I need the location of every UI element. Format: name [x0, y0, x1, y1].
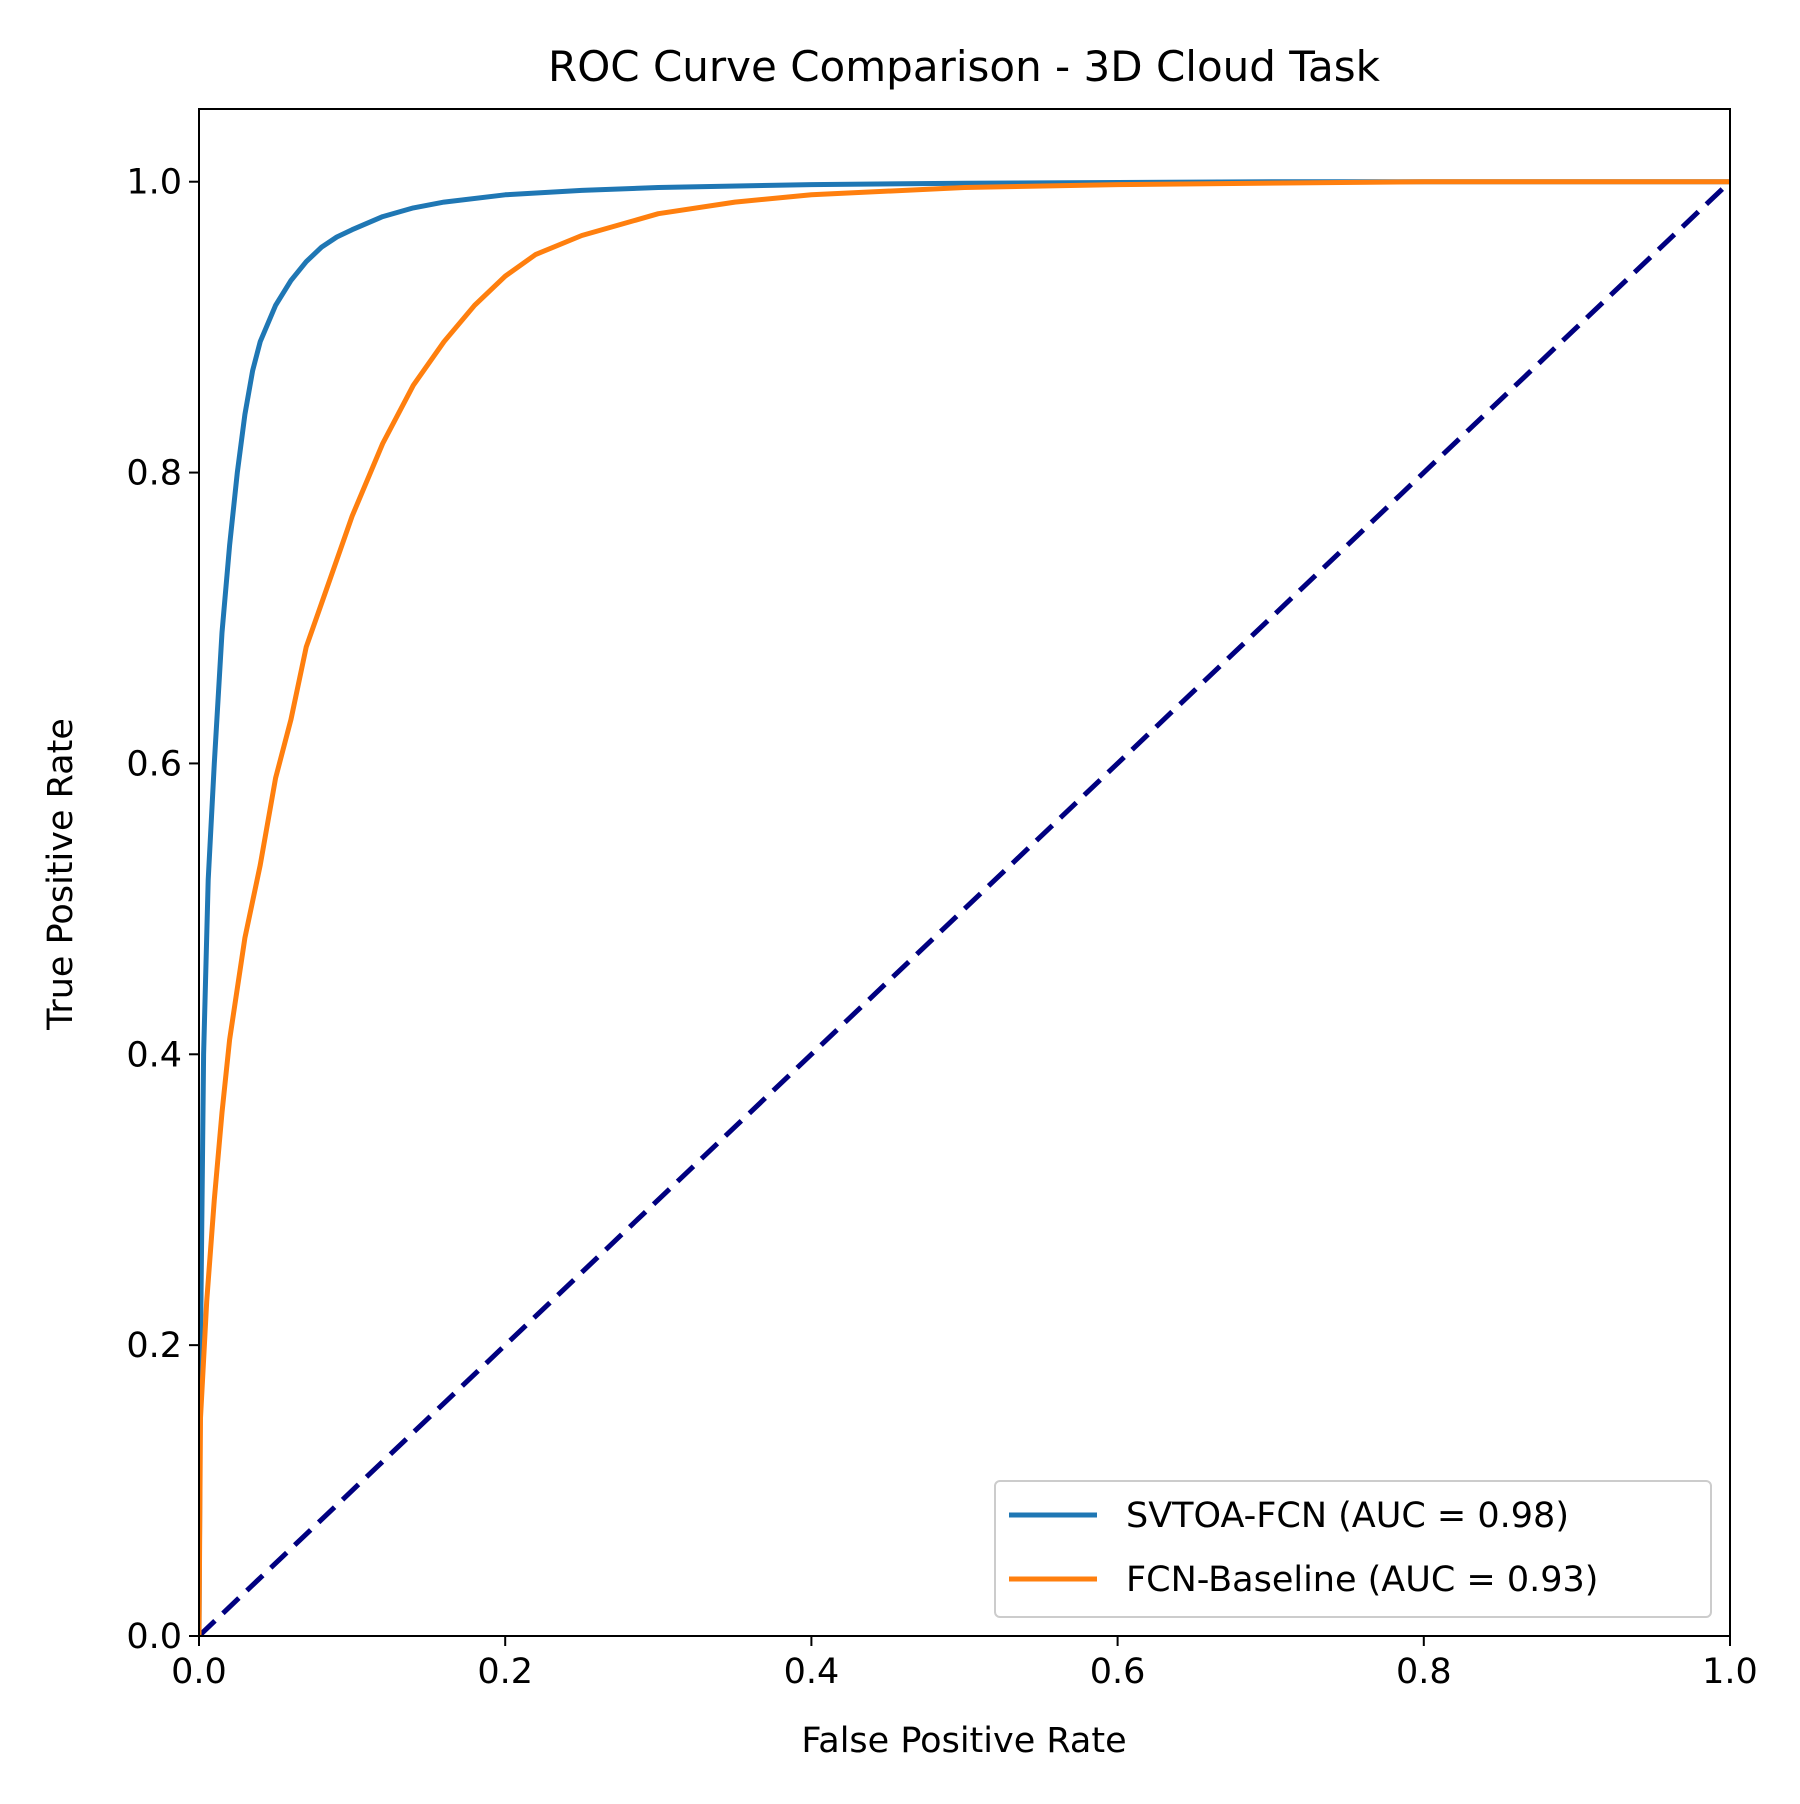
axis-ticks: 0.0 0.2 0.4 0.6 0.8 1.0 0.0 0.2 0.4 0.6 0.8 1.0 [126, 163, 1758, 1692]
y-tick-label: 1.0 [126, 163, 182, 203]
series-line-chance [199, 179, 1730, 1636]
series-line-fcn-baseline [199, 179, 1730, 1636]
x-tick-label: 0.4 [784, 1652, 840, 1692]
y-tick-label: 0.4 [126, 1035, 182, 1075]
legend-box [994, 1480, 1712, 1618]
x-tick-label: 0.2 [477, 1652, 533, 1692]
y-tick-label: 0.0 [126, 1617, 182, 1657]
legend-label: SVTOA-FCN (AUC = 0.98) [1126, 1496, 1569, 1536]
series-line-svtoa-fcn [199, 179, 1730, 1636]
y-tick-label: 0.2 [126, 1326, 182, 1366]
y-tick-label: 0.8 [126, 454, 182, 494]
y-tick-label: 0.6 [126, 744, 182, 784]
legend-label: FCN-Baseline (AUC = 0.93) [1126, 1560, 1598, 1600]
axes-frame [198, 108, 1731, 1637]
x-tick-label: 1.0 [1702, 1652, 1758, 1692]
x-tick-label: 0.6 [1090, 1652, 1146, 1692]
x-tick-label: 0.8 [1396, 1652, 1452, 1692]
x-axis-label: False Positive Rate [801, 1721, 1126, 1761]
x-tick-label: 0.0 [171, 1652, 227, 1692]
y-axis-label: True Positive Rate [41, 718, 81, 1031]
plot-area [199, 179, 1730, 1636]
legend: SVTOA-FCN (AUC = 0.98) FCN-Baseline (AUC … [994, 1480, 1712, 1618]
chart-title: ROC Curve Comparison - 3D Cloud Task [548, 42, 1381, 91]
